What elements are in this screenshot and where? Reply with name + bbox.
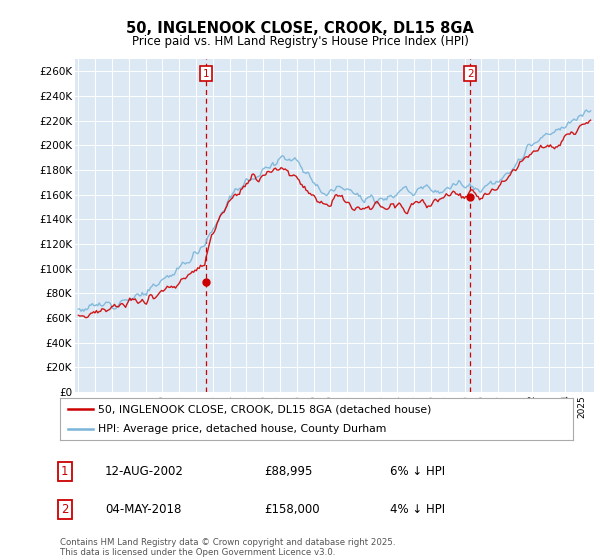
Text: Price paid vs. HM Land Registry's House Price Index (HPI): Price paid vs. HM Land Registry's House …	[131, 35, 469, 48]
Text: HPI: Average price, detached house, County Durham: HPI: Average price, detached house, Coun…	[98, 424, 387, 434]
Text: 6% ↓ HPI: 6% ↓ HPI	[390, 465, 445, 478]
Text: £88,995: £88,995	[264, 465, 313, 478]
Text: £158,000: £158,000	[264, 503, 320, 516]
Text: 12-AUG-2002: 12-AUG-2002	[105, 465, 184, 478]
Text: 50, INGLENOOK CLOSE, CROOK, DL15 8GA (detached house): 50, INGLENOOK CLOSE, CROOK, DL15 8GA (de…	[98, 404, 432, 414]
Text: 1: 1	[61, 465, 68, 478]
Text: 2: 2	[467, 69, 473, 78]
Text: 4% ↓ HPI: 4% ↓ HPI	[390, 503, 445, 516]
Text: 2: 2	[61, 503, 68, 516]
Text: 1: 1	[203, 69, 209, 78]
Text: 04-MAY-2018: 04-MAY-2018	[105, 503, 181, 516]
Text: Contains HM Land Registry data © Crown copyright and database right 2025.
This d: Contains HM Land Registry data © Crown c…	[60, 538, 395, 557]
Text: 50, INGLENOOK CLOSE, CROOK, DL15 8GA: 50, INGLENOOK CLOSE, CROOK, DL15 8GA	[126, 21, 474, 36]
